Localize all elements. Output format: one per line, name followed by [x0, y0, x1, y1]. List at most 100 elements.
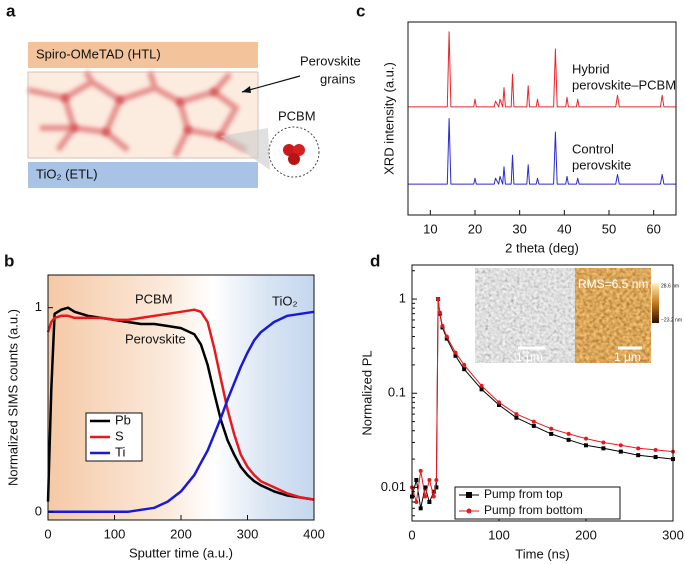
data-line: [408, 118, 676, 185]
data-marker: [566, 437, 571, 442]
legend-label: Pb: [115, 412, 131, 427]
pcbm-ball: [293, 144, 305, 156]
pcbm-ball: [288, 153, 300, 165]
y-tick-label: 1: [399, 291, 406, 306]
y-tick-label: 1: [35, 299, 42, 314]
data-marker: [566, 431, 571, 436]
x-tick-label: 20: [468, 221, 482, 236]
x-tick-label: 300: [237, 526, 259, 541]
data-marker: [434, 477, 439, 482]
legend-marker: [466, 492, 472, 498]
scale-label: 1 μm: [614, 350, 641, 364]
grains-label: Perovskite: [300, 53, 361, 68]
data-marker: [601, 440, 606, 445]
inset-images: [475, 268, 659, 363]
panel-letter: b: [4, 251, 14, 270]
data-marker: [462, 367, 467, 372]
legend-label: Pump from bottom: [484, 503, 583, 517]
x-tick-label: 0: [408, 527, 415, 542]
y-axis-label: Normalized PL: [359, 350, 374, 435]
legend-marker: [466, 508, 472, 514]
etl-label: TiO₂ (ETL): [36, 166, 98, 181]
legend-label: Ti: [115, 444, 125, 459]
data-marker: [427, 500, 432, 505]
rms-label: RMS=6.5 nm: [578, 277, 648, 291]
colorbar-label: 28.6 nm: [661, 283, 679, 289]
data-marker: [618, 449, 623, 454]
data-marker: [418, 506, 423, 511]
data-marker: [436, 297, 441, 302]
data-marker: [431, 489, 436, 494]
data-marker: [440, 323, 445, 328]
data-marker: [444, 336, 449, 341]
data-marker: [584, 436, 588, 441]
data-marker: [434, 485, 439, 490]
annotation: perovskite: [572, 157, 631, 172]
y-axis-label: XRD intensity (a.u.): [381, 62, 396, 175]
data-marker: [479, 387, 484, 392]
legend-label: S: [115, 428, 124, 443]
y-tick-label: 0.1: [388, 385, 406, 400]
y-axis-label: Normalized SIMS counts (a.u.): [5, 309, 20, 486]
y-tick-label: 0.01: [381, 479, 406, 494]
x-tick-label: 0: [44, 526, 51, 541]
legend-box: [454, 486, 621, 520]
plot-frame: [407, 21, 677, 216]
data-marker: [601, 446, 606, 451]
data-marker: [549, 431, 554, 436]
arrow: [241, 75, 301, 93]
data-marker: [453, 350, 458, 355]
pcbm-ball: [283, 144, 295, 156]
x-tick-label: 100: [104, 526, 126, 541]
annotation: Hybrid: [572, 61, 610, 76]
data-line: [48, 310, 315, 514]
htl-label: Spiro-OMeTAD (HTL): [36, 46, 161, 61]
x-axis-label: 2 theta (deg): [505, 240, 579, 255]
colorbar-label: −23.2 nm: [661, 317, 682, 323]
data-marker: [618, 443, 623, 448]
data-marker: [636, 446, 641, 451]
device-diagram: Spiro-OMeTAD (HTL) TiO₂ (ETL) Perovskite…: [27, 42, 361, 188]
data-marker: [584, 443, 588, 448]
data-marker: [531, 419, 536, 424]
data-marker: [653, 455, 658, 460]
data-marker: [497, 400, 501, 405]
x-tick-label: 100: [488, 527, 510, 542]
data-marker: [414, 477, 419, 482]
annotation: Control: [572, 141, 614, 156]
data-marker: [462, 362, 467, 367]
data-marker: [497, 403, 501, 408]
data-marker: [636, 453, 641, 458]
x-tick-label: 10: [423, 221, 437, 236]
x-tick-label: 400: [303, 526, 325, 541]
x-axis-label: Time (ns): [515, 546, 569, 561]
data-marker: [479, 383, 484, 388]
zoom-wedge: [220, 128, 270, 170]
x-tick-label: 200: [170, 526, 192, 541]
data-marker: [423, 494, 428, 499]
grains-label: grains: [320, 71, 356, 86]
grain-junctions: [61, 88, 224, 140]
panel-letter: c: [356, 1, 365, 20]
data-marker: [414, 500, 419, 505]
data-line: [46, 308, 315, 501]
data-marker: [514, 415, 519, 420]
annotation: perovskite–PCBM: [572, 77, 676, 92]
data-marker: [427, 477, 432, 482]
colorbar: [652, 283, 659, 323]
x-tick-label: 30: [512, 221, 526, 236]
annotation: Perovskite: [125, 331, 186, 346]
data-marker: [653, 447, 658, 452]
data-marker: [453, 353, 458, 358]
data-marker: [531, 423, 536, 428]
data-marker: [418, 468, 423, 473]
scale-label: 1 μm: [516, 350, 543, 364]
data-marker: [514, 412, 519, 417]
panel-letter: a: [6, 1, 16, 20]
x-tick-label: 60: [646, 221, 660, 236]
x-tick-label: 300: [662, 527, 684, 542]
legend-label: Pump from top: [484, 487, 563, 501]
data-marker: [437, 310, 442, 315]
pcbm-label: PCBM: [278, 108, 316, 123]
